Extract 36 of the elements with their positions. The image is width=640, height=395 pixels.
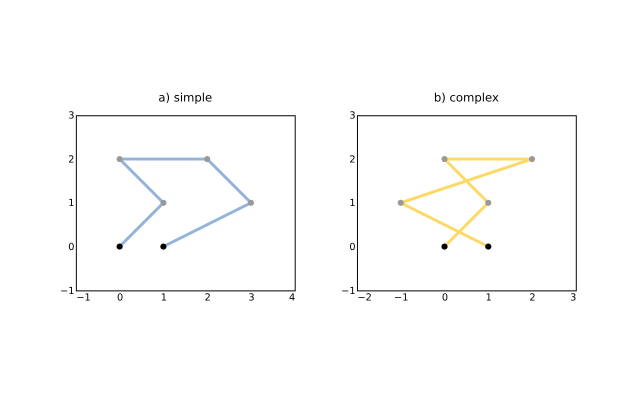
x-tick-label: 2	[529, 292, 536, 304]
x-tick-label: 4	[289, 292, 296, 304]
point	[485, 200, 492, 206]
x-tick-label: 2	[204, 292, 211, 304]
y-tick-label: 2	[68, 154, 74, 166]
chart-title: a) simple	[158, 90, 212, 105]
x-tick-label: 0	[442, 292, 448, 304]
x-tick-label: 1	[486, 292, 492, 304]
point	[441, 156, 448, 162]
y-tick-label: −1	[60, 286, 74, 297]
x-tick-label: 1	[160, 292, 167, 304]
y-tick-label: 0	[68, 242, 74, 253]
y-tick-label: 1	[349, 198, 356, 210]
y-tick-label: 3	[349, 110, 356, 122]
y-tick-label: 3	[68, 110, 74, 122]
x-tick-label: 0	[117, 292, 124, 304]
x-tick-label: −1	[76, 292, 91, 304]
point	[160, 244, 166, 250]
point	[116, 244, 123, 250]
point	[116, 156, 123, 162]
x-tick-label: 3	[248, 292, 255, 304]
y-tick-label: 1	[68, 198, 74, 210]
point	[398, 200, 404, 206]
point	[441, 244, 448, 250]
point	[160, 200, 166, 206]
y-tick-label: 0	[349, 242, 356, 253]
point	[204, 156, 210, 162]
x-tick-label: −2	[357, 292, 372, 304]
point	[485, 244, 492, 250]
y-tick-label: 2	[349, 154, 356, 166]
point	[248, 200, 254, 206]
point	[528, 156, 536, 162]
y-tick-label: −1	[341, 286, 356, 297]
chart-title: b) complex	[434, 90, 499, 105]
x-tick-label: −1	[394, 292, 408, 304]
x-tick-label: 3	[570, 292, 576, 304]
